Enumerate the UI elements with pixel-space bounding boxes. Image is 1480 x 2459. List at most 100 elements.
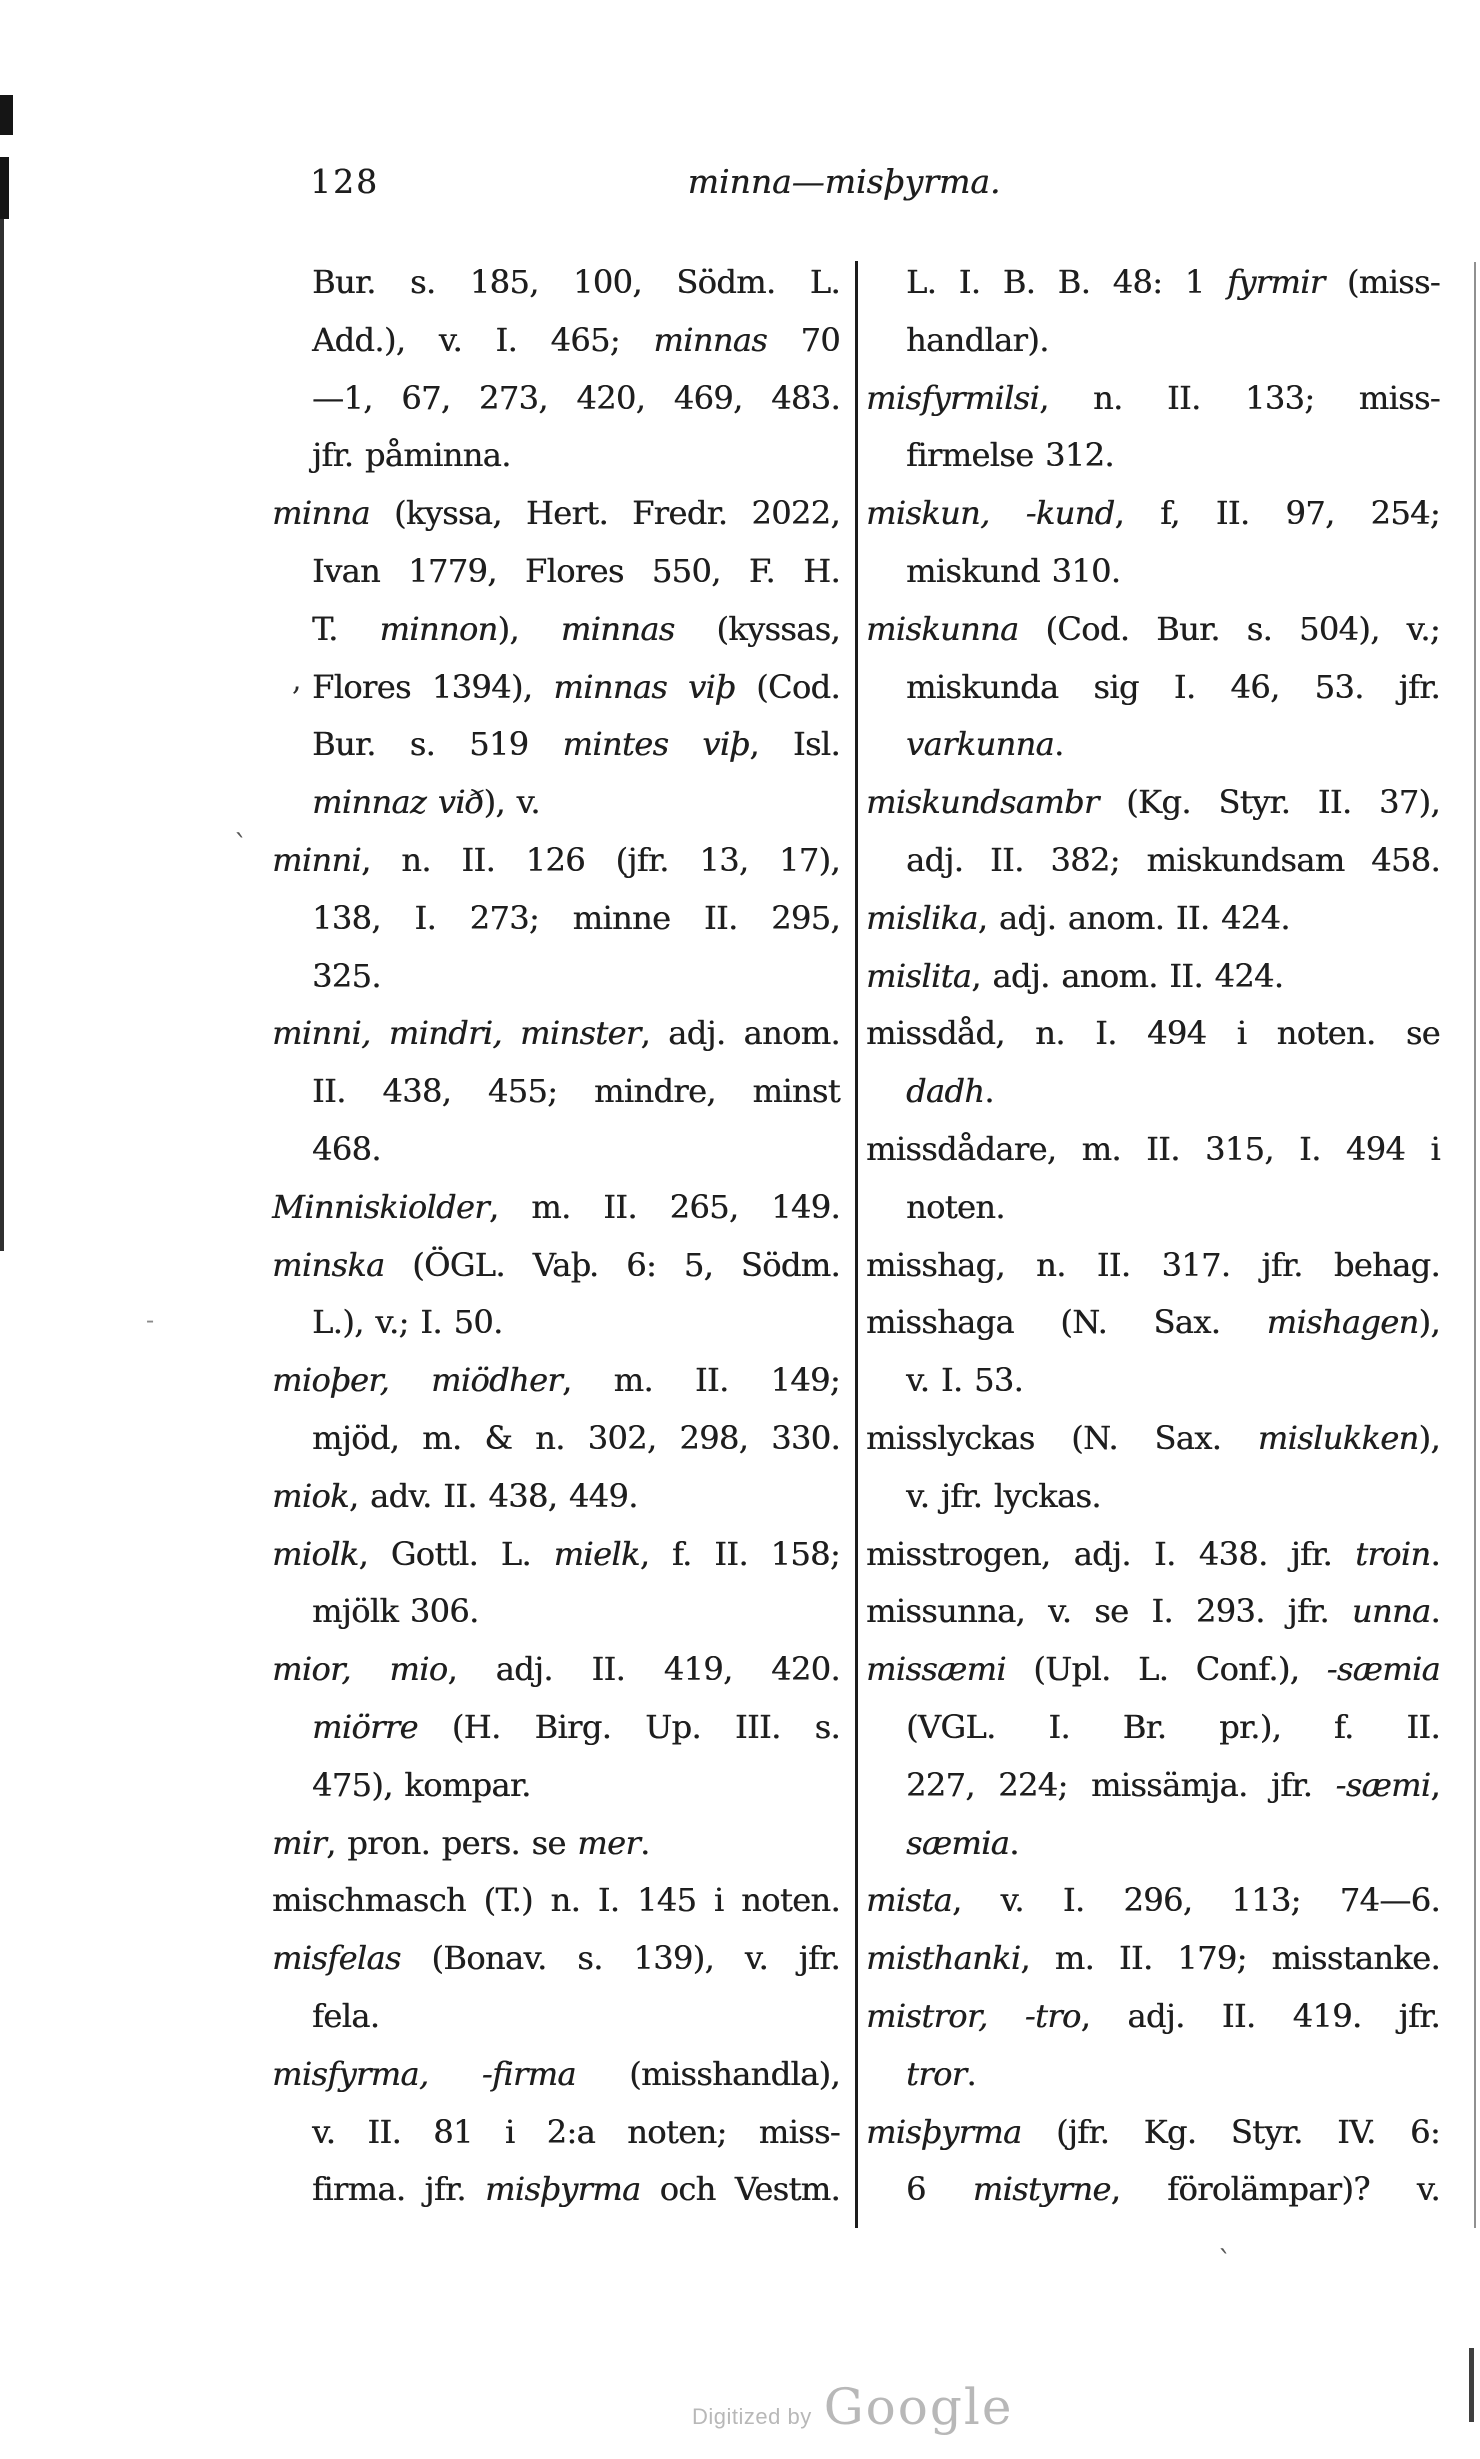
text-run: II. 438, 455; mindre, minst [312, 1072, 841, 1111]
text-line: L.), v.; I. 50. [272, 1294, 840, 1352]
text-run: , n. II. 133; miss- [1039, 378, 1441, 417]
scan-edge-mark [1469, 2348, 1474, 2422]
text-run: L. I. B. B. 48: 1 [906, 263, 1227, 301]
italic-headword-run: minni [272, 840, 362, 879]
italic-headword-run: minnas [560, 609, 675, 648]
ink-speck: - [146, 1306, 155, 1334]
italic-headword-run: minnas [653, 320, 768, 359]
italic-headword-run: mioþer, miödher [272, 1361, 563, 1400]
text-run: (kyssa, Hert. Fredr. 2022, [369, 494, 841, 533]
text-line: miskund 310. [866, 543, 1440, 601]
text-line: miörre (H. Birg. Up. III. s. [272, 1699, 841, 1757]
column-divider-rule [855, 261, 858, 2228]
text-line: varkunna. [866, 716, 1440, 774]
text-line: mislika, adj. anom. II. 424. [866, 890, 1440, 948]
text-run: (H. Birg. Up. III. s. [417, 1707, 841, 1746]
text-line: jfr. påminna. [272, 427, 840, 485]
text-line: v. I. 53. [866, 1352, 1440, 1410]
text-run: , n. II. 126 (jfr. 13, 17), [361, 840, 841, 879]
ink-speck: , [292, 663, 302, 698]
text-run: 6 [906, 2170, 973, 2209]
italic-headword-run: miskundsambr [866, 783, 1099, 822]
italic-headword-run: sæmia [906, 1823, 1010, 1862]
text-line: miskundsambr (Kg. Styr. II. 37), [866, 774, 1441, 832]
text-line: Add.), v. I. 465; minnas 70 [272, 312, 841, 370]
text-run: (Kg. Styr. II. 37), [1098, 783, 1440, 822]
text-run: 325. [312, 956, 381, 995]
text-run: (jfr. Kg. Styr. IV. 6: [1021, 2112, 1441, 2151]
text-line: missdådare, m. II. 315, I. 494 i [866, 1121, 1441, 1179]
text-run: . [1430, 1534, 1440, 1573]
left-column: Bur. s. 185, 100, Södm. L. Add.), v. I. 4… [272, 254, 841, 2219]
text-run: Bur. s. 185, 100, Södm. L. [312, 263, 841, 301]
italic-headword-run: mislukken [1257, 1418, 1419, 1457]
text-run: T. [312, 609, 380, 648]
text-line: misslyckas (N. Sax. mislukken), [866, 1410, 1441, 1468]
text-line: T. minnon), minnas (kyssas, [272, 601, 841, 659]
text-run: (miss- [1324, 263, 1441, 301]
italic-headword-run: miok [272, 1476, 349, 1515]
text-run: (VGL. I. Br. pr.), f. II. [906, 1707, 1441, 1746]
text-run: , adj. II. 419. jfr. [1080, 1996, 1441, 2035]
text-run: , pron. pers. se [326, 1823, 578, 1862]
page-number: 128 [310, 162, 379, 201]
italic-headword-run: minska [272, 1245, 385, 1284]
text-run: . [984, 1072, 994, 1111]
text-run: noten. [906, 1187, 1005, 1226]
text-run: , adj. II. 419, 420. [447, 1650, 840, 1689]
text-line: 6 mistyrne, förolämpar)? v. [866, 2161, 1441, 2219]
text-run: Add.), v. I. 465; [312, 320, 654, 359]
text-line: fela. [272, 1988, 840, 2046]
text-run: , adj. anom. [640, 1014, 840, 1053]
italic-headword-run: unna [1351, 1592, 1431, 1631]
text-line: 468. [272, 1121, 840, 1179]
text-run: , adj. anom. II. 424. [971, 956, 1284, 995]
text-line: misfelas (Bonav. s. 139), v. jfr. [272, 1930, 841, 1988]
scan-edge-mark [0, 219, 4, 1251]
italic-headword-run: misthanki [866, 1939, 1021, 1978]
text-line: 227, 224; missämja. jfr. -sæmi, [866, 1757, 1441, 1815]
text-run: , m. II. 179; misstanke. [1020, 1939, 1440, 1978]
text-line: firma. jfr. misþyrma och Vestm. [272, 2161, 841, 2219]
text-run: firmelse 312. [906, 436, 1114, 475]
text-line: minni, n. II. 126 (jfr. 13, 17), [272, 832, 841, 890]
text-line: misthanki, m. II. 179; misstanke. [866, 1930, 1441, 1988]
text-run: . [1009, 1823, 1019, 1862]
text-run: missdådare, m. II. 315, I. 494 i [866, 1129, 1441, 1168]
text-run: (Upl. L. Conf.), [1005, 1650, 1327, 1689]
italic-headword-run: varkunna [906, 725, 1055, 764]
text-run: (kyssas, [674, 609, 840, 648]
text-run: . [1430, 1592, 1440, 1631]
text-run: och Vestm. [640, 2170, 841, 2209]
text-run: ), [1418, 1418, 1441, 1457]
text-line: missæmi (Upl. L. Conf.), -sæmia [866, 1641, 1441, 1699]
italic-headword-run: miörre [312, 1707, 418, 1746]
text-line: mislita, adj. anom. II. 424. [866, 948, 1440, 1006]
text-run: 138, I. 273; minne II. 295, [312, 898, 841, 937]
text-line: mista, v. I. 296, 113; 74—6. [866, 1872, 1441, 1930]
text-run: (ÖGL. Vaþ. 6: 5, Södm. [384, 1245, 840, 1284]
text-line: miskunda sig I. 46, 53. jfr. [866, 659, 1441, 717]
text-line: 138, I. 273; minne II. 295, [272, 890, 841, 948]
text-line: noten. [866, 1179, 1440, 1237]
text-run: 468. [312, 1129, 381, 1168]
text-line: 475), kompar. [272, 1757, 840, 1815]
text-run: —1, 67, 273, 420, 469, 483. [312, 378, 841, 417]
italic-headword-run: -sæmia [1326, 1650, 1441, 1689]
text-line: handlar). [866, 312, 1440, 370]
italic-headword-run: minnon [379, 609, 498, 648]
text-run: ), [497, 609, 561, 648]
text-run: mischmasch (T.) n. I. 145 i noten. [272, 1881, 841, 1920]
italic-headword-run: minni, mindri, minster [272, 1014, 641, 1053]
text-line: minska (ÖGL. Vaþ. 6: 5, Södm. [272, 1237, 841, 1295]
digitized-by-text: Digitized by [692, 2404, 812, 2429]
text-line: mischmasch (T.) n. I. 145 i noten. [272, 1872, 841, 1930]
text-line: miskunna (Cod. Bur. s. 504), v.; [866, 601, 1441, 659]
running-header: minna—misþyrma. [687, 162, 1001, 201]
italic-headword-run: -sæmi [1335, 1765, 1432, 1804]
text-run: jfr. påminna. [312, 436, 511, 475]
text-line: misfyrmilsi, n. II. 133; miss- [866, 370, 1441, 428]
text-line: minni, mindri, minster, adj. anom. [272, 1005, 841, 1063]
text-line: sæmia. [866, 1815, 1440, 1873]
text-run: fela. [312, 1996, 380, 2035]
